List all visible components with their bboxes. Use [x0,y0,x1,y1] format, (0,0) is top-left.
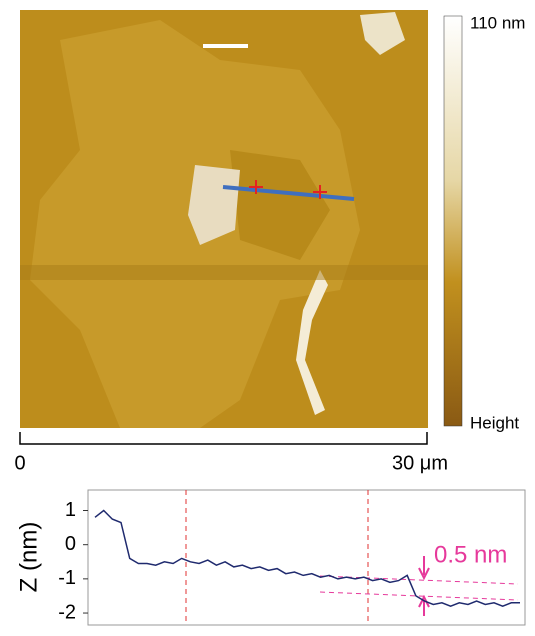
scale-start-label: 0 [14,452,25,474]
profile-line [94,509,520,608]
y-tick-label: 0 [65,533,76,555]
y-axis-label: Z (nm) [15,522,42,593]
y-tick-label: 1 [65,499,76,521]
guide-line [319,575,519,585]
scale-end-label: 30 μm [392,452,448,474]
colorbar-label: Height [470,413,519,432]
guide-line [319,591,519,601]
annotation-arrows [418,556,430,616]
annotation: 0.5 nm [434,541,507,568]
scale-bar [19,432,428,445]
afm-image [20,10,428,428]
colorbar [443,15,463,427]
colorbar-max-label: 110 nm [470,13,525,32]
y-tick-label: -1 [58,567,76,589]
plot-frame [87,489,526,626]
y-tick-label: -2 [58,601,76,623]
